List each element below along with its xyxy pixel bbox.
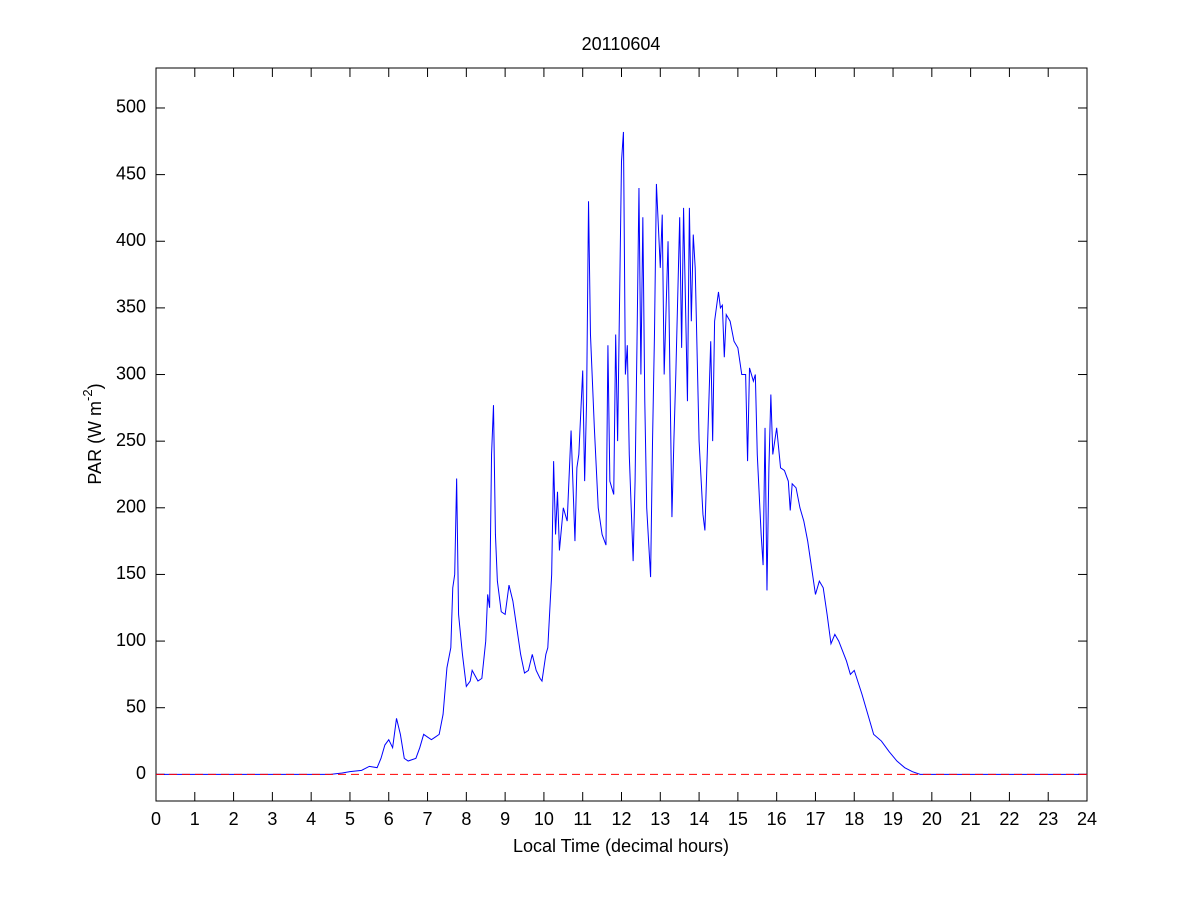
x-tick-label: 19 [883, 809, 903, 829]
x-axis-label: Local Time (decimal hours) [513, 836, 729, 856]
y-tick-label: 500 [116, 97, 146, 117]
x-tick-label: 14 [689, 809, 709, 829]
y-tick-label: 150 [116, 563, 146, 583]
x-tick-label: 4 [306, 809, 316, 829]
x-tick-label: 18 [844, 809, 864, 829]
x-tick-label: 16 [767, 809, 787, 829]
x-tick-label: 2 [229, 809, 239, 829]
x-tick-label: 10 [534, 809, 554, 829]
x-tick-label: 0 [151, 809, 161, 829]
y-label-sup: -2 [80, 389, 95, 401]
x-tick-label: 11 [573, 809, 592, 829]
y-tick-label: 450 [116, 163, 146, 183]
y-tick-label: 50 [126, 696, 146, 716]
y-tick-label: 400 [116, 230, 146, 250]
y-axis-label: PAR (W m-2) [80, 383, 104, 484]
y-label-main: PAR (W m [85, 401, 105, 485]
y-tick-label: 300 [116, 363, 146, 383]
y-tick-label: 250 [116, 430, 146, 450]
x-tick-label: 12 [611, 809, 631, 829]
chart-title: 20110604 [582, 34, 661, 54]
x-tick-label: 22 [999, 809, 1019, 829]
x-tick-label: 7 [423, 809, 433, 829]
x-tick-label: 17 [805, 809, 825, 829]
x-tick-label: 13 [650, 809, 670, 829]
y-tick-label: 0 [136, 763, 146, 783]
x-tick-label: 21 [961, 809, 981, 829]
data-line [156, 131, 1087, 775]
x-tick-label: 15 [728, 809, 748, 829]
x-tick-label: 24 [1077, 809, 1097, 829]
x-tick-label: 6 [384, 809, 394, 829]
x-tick-label: 20 [922, 809, 942, 829]
x-tick-label: 9 [500, 809, 510, 829]
x-tick-label: 8 [461, 809, 471, 829]
y-tick-label: 100 [116, 630, 146, 650]
x-tick-label: 23 [1038, 809, 1058, 829]
y-tick-label: 350 [116, 297, 146, 317]
y-label-end: ) [85, 383, 105, 389]
x-tick-label: 3 [267, 809, 277, 829]
x-tick-label: 1 [190, 809, 200, 829]
x-tick-label: 5 [345, 809, 355, 829]
y-tick-label: 200 [116, 497, 146, 517]
